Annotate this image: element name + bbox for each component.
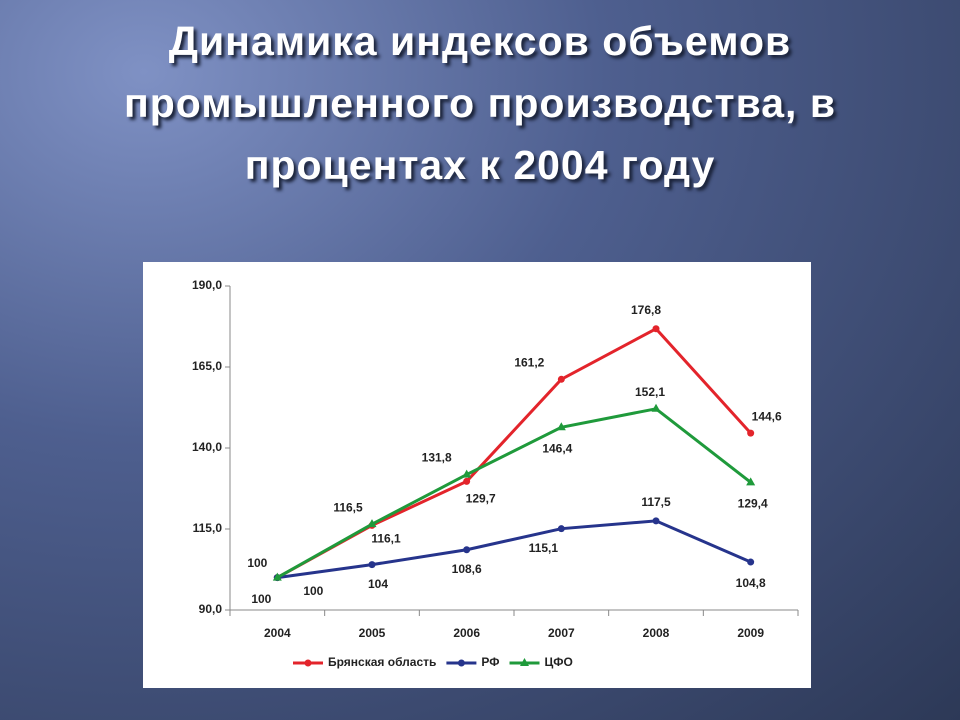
data-point <box>652 517 660 525</box>
chart-panel <box>143 262 811 688</box>
y-tick-label: 190,0 <box>192 278 222 292</box>
data-point <box>272 572 282 581</box>
x-tick-label: 2004 <box>264 626 291 640</box>
data-label: 117,5 <box>641 495 671 509</box>
legend-label: ЦФО <box>545 655 573 669</box>
y-tick-label: 90,0 <box>199 602 223 616</box>
x-tick-label: 2006 <box>453 626 480 640</box>
legend-marker <box>457 659 465 667</box>
x-tick-label: 2009 <box>737 626 764 640</box>
data-label: 131,8 <box>422 451 452 465</box>
data-label: 104 <box>368 577 388 591</box>
data-point <box>747 429 755 437</box>
data-label: 129,7 <box>466 492 496 506</box>
data-point <box>652 325 660 333</box>
y-tick-label: 115,0 <box>193 521 223 535</box>
data-point <box>651 403 661 412</box>
legend-label: Брянская область <box>328 655 436 669</box>
data-label: 100 <box>251 592 271 606</box>
y-tick-label: 165,0 <box>192 359 222 373</box>
slide-title: Динамика индексов объемов промышленного … <box>123 18 837 188</box>
data-label: 100 <box>303 584 323 598</box>
y-tick-label: 140,0 <box>192 440 222 454</box>
data-point <box>463 546 471 554</box>
data-point <box>557 525 565 533</box>
x-tick-label: 2007 <box>548 626 575 640</box>
legend-label: РФ <box>481 655 499 669</box>
data-point <box>746 477 756 486</box>
data-point <box>463 477 471 485</box>
data-point <box>367 519 377 528</box>
data-label: 176,8 <box>631 303 661 317</box>
data-label: 100 <box>247 556 267 570</box>
data-label: 108,6 <box>452 562 482 576</box>
series-line <box>276 407 752 579</box>
data-label: 152,1 <box>635 385 665 399</box>
data-label: 129,4 <box>738 497 768 511</box>
data-point <box>368 561 376 569</box>
data-point <box>556 422 566 431</box>
legend-marker <box>520 658 529 666</box>
data-point <box>747 558 755 566</box>
data-label: 115,1 <box>529 541 559 555</box>
data-point <box>462 469 472 478</box>
data-label: 104,8 <box>736 576 766 590</box>
series-line <box>277 519 752 580</box>
x-tick-label: 2005 <box>359 626 386 640</box>
chart: 90,0 115,0 140,0 165,0 190,0 2004 2005 2006 2007… <box>143 262 811 688</box>
data-label: 146,4 <box>542 441 572 455</box>
data-label: 116,5 <box>333 500 363 514</box>
data-label: 116,1 <box>371 532 401 546</box>
x-tick-label: 2008 <box>643 626 670 640</box>
legend-marker <box>304 659 312 667</box>
data-label: 161,2 <box>514 355 544 369</box>
data-point <box>557 375 565 383</box>
data-label: 144,6 <box>752 409 782 423</box>
